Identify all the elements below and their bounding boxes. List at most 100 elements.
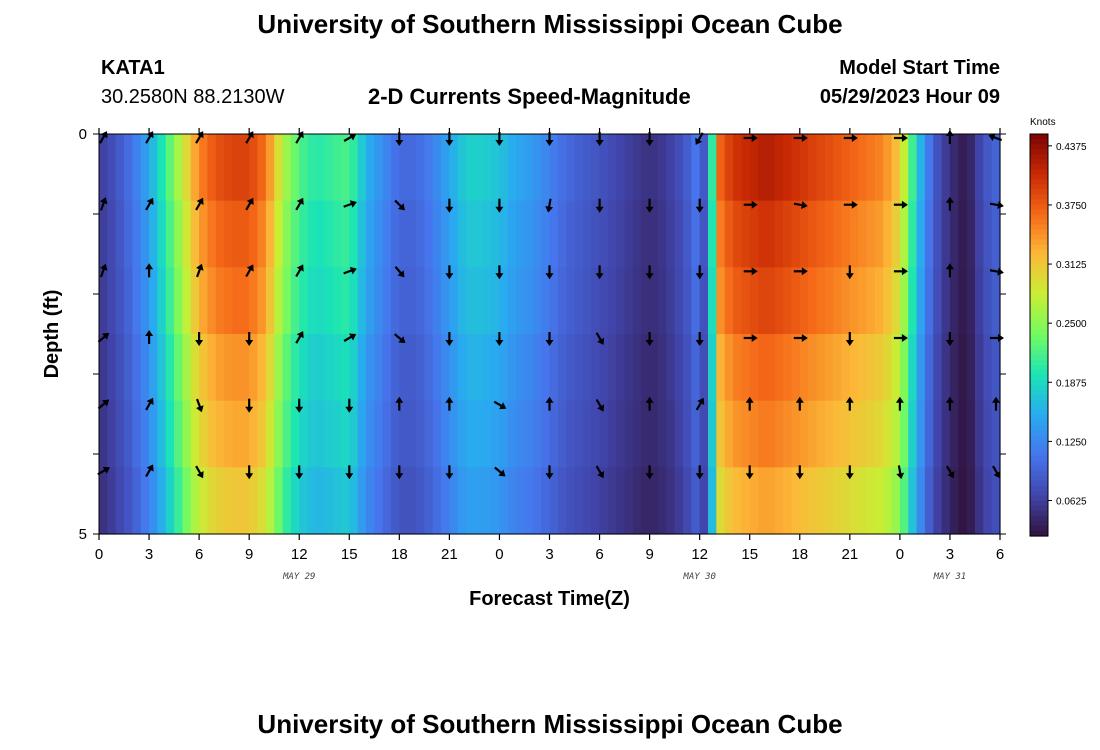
heatmap-cell <box>149 400 158 468</box>
heatmap-cell <box>966 267 976 335</box>
colorbar-segment <box>1030 249 1048 256</box>
heatmap-cell <box>524 334 534 402</box>
heatmap-cell <box>149 200 158 268</box>
heatmap-cell <box>799 134 809 202</box>
colorbar-segment <box>1030 214 1048 221</box>
heatmap-cell <box>966 400 976 468</box>
heatmap-cell <box>499 267 509 335</box>
heatmap-cell <box>382 334 392 402</box>
x-axis: 0 3 6 9 12 15 18 21 0 3 6 9 12 15 18 21 0 3 6 MAY 29 MAY 30 M… <box>95 128 1004 582</box>
heatmap-cell <box>941 467 951 535</box>
heatmap-cell <box>340 400 350 468</box>
colorbar-segment <box>1030 279 1048 286</box>
heatmap-cell <box>149 134 158 202</box>
heatmap-cell <box>207 134 217 202</box>
heatmap-cell <box>441 334 450 402</box>
heatmap-cell <box>641 134 651 202</box>
heatmap-cell <box>99 400 108 468</box>
heatmap-cell <box>165 200 175 268</box>
heatmap-cell <box>132 400 142 468</box>
arrow-head <box>246 131 254 139</box>
colorbar-tick-label: 0.3750 <box>1056 201 1087 212</box>
heatmap-cell <box>708 467 717 535</box>
arrow-head <box>595 206 604 213</box>
heatmap-cell <box>549 134 559 202</box>
heatmap-cell <box>674 267 684 335</box>
heatmap-cell <box>240 467 250 535</box>
heatmap-cell <box>432 134 442 202</box>
direction-arrow <box>445 465 454 480</box>
heatmap-cell <box>983 334 993 402</box>
heatmap-cell <box>516 400 526 468</box>
arrow-head <box>845 273 854 280</box>
heatmap-cell <box>399 334 409 402</box>
heatmap-cell <box>941 267 951 335</box>
colorbar-segment <box>1030 324 1048 331</box>
heatmap-cell <box>199 334 209 402</box>
colorbar-segment <box>1030 294 1048 301</box>
arrow-head <box>801 134 808 142</box>
heatmap-cell <box>257 467 267 535</box>
heatmap-cell <box>207 200 217 268</box>
heatmap-cell <box>140 267 150 335</box>
x-tick-label: 0 <box>495 546 503 563</box>
heatmap-cell <box>507 200 517 268</box>
heatmap-cell <box>724 400 734 468</box>
heatmap-cell <box>449 267 459 335</box>
heatmap-cell <box>240 334 250 402</box>
heatmap-cell <box>290 267 300 335</box>
heatmap-cell <box>240 400 250 468</box>
heatmap-cell <box>958 134 968 202</box>
arrow-head <box>495 140 504 146</box>
colorbar-segment <box>1030 194 1048 200</box>
heatmap-cell <box>974 134 984 202</box>
colorbar-tick-label: 0.1250 <box>1056 437 1087 448</box>
arrow-head <box>246 197 254 205</box>
heatmap-cell <box>716 400 726 468</box>
heatmap-cell <box>833 267 843 335</box>
arrow-head <box>901 200 908 209</box>
heatmap-cell <box>132 267 142 335</box>
heatmap-cell <box>766 400 776 468</box>
heatmap-cell <box>274 267 284 335</box>
colorbar-segment <box>1030 355 1048 361</box>
direction-arrow <box>97 332 110 343</box>
heatmap-cell <box>332 400 342 468</box>
direction-arrow <box>495 132 504 146</box>
arrow-head <box>245 473 254 480</box>
heatmap-cell <box>574 267 584 335</box>
heatmap-cell <box>941 334 951 402</box>
direction-arrow <box>595 265 604 280</box>
heatmap-cell <box>157 200 167 268</box>
colorbar-segment <box>1030 435 1048 442</box>
colorbar-segment <box>1030 179 1048 185</box>
heatmap-cell <box>282 334 292 402</box>
direction-arrow <box>845 465 854 480</box>
arrow-head <box>695 273 704 280</box>
colorbar-segment <box>1030 304 1048 311</box>
direction-arrow <box>145 263 154 278</box>
heatmap-cell <box>174 134 184 202</box>
heatmap-cell <box>132 200 142 268</box>
heatmap-cell <box>824 200 834 268</box>
heatmap-cell <box>949 134 959 202</box>
heatmap-cell <box>749 334 759 402</box>
direction-arrows <box>97 130 1004 480</box>
heatmap-cell <box>774 334 784 402</box>
heatmap-cell <box>557 267 567 335</box>
direction-arrow <box>295 131 304 144</box>
arrow-head <box>545 205 554 213</box>
heatmap-cell <box>841 134 851 202</box>
heatmap-cell <box>908 400 918 468</box>
heatmap-cell <box>549 334 559 402</box>
colorbar-segment <box>1030 475 1048 482</box>
heatmap-cell <box>499 134 509 202</box>
heatmap-cell <box>140 200 150 268</box>
arrow-head <box>545 396 554 403</box>
heatmap-cell <box>532 467 542 535</box>
heatmap-cell <box>491 334 501 402</box>
heatmap-cell <box>315 200 325 268</box>
direction-arrow <box>695 132 704 145</box>
colorbar-segment <box>1030 375 1048 381</box>
heatmap-cell <box>874 467 884 535</box>
